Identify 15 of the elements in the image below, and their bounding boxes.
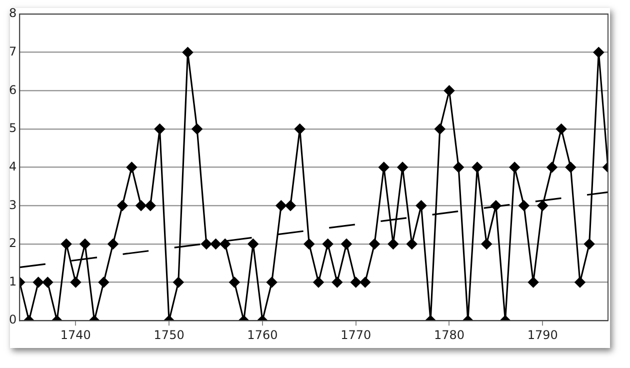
y-tick-label: 4 [8, 159, 17, 174]
x-tick-label: 1770 [340, 328, 372, 342]
x-tick-label: 1790 [527, 328, 558, 342]
x-tick-label: 1740 [60, 328, 91, 342]
y-tick-label: 1 [8, 274, 17, 288]
x-tick-label: 1780 [434, 328, 465, 342]
y-tick-label: 6 [8, 82, 17, 97]
y-tick-label: 2 [8, 236, 17, 250]
y-tick-label: 0 [8, 312, 17, 327]
y-tick-label: 5 [8, 121, 17, 136]
y-tick-label: 8 [8, 6, 17, 20]
y-tick-label: 7 [8, 44, 17, 58]
x-tick-label: 1750 [154, 328, 184, 342]
y-tick-label: 3 [8, 198, 17, 212]
x-tick-label: 1760 [247, 328, 278, 342]
